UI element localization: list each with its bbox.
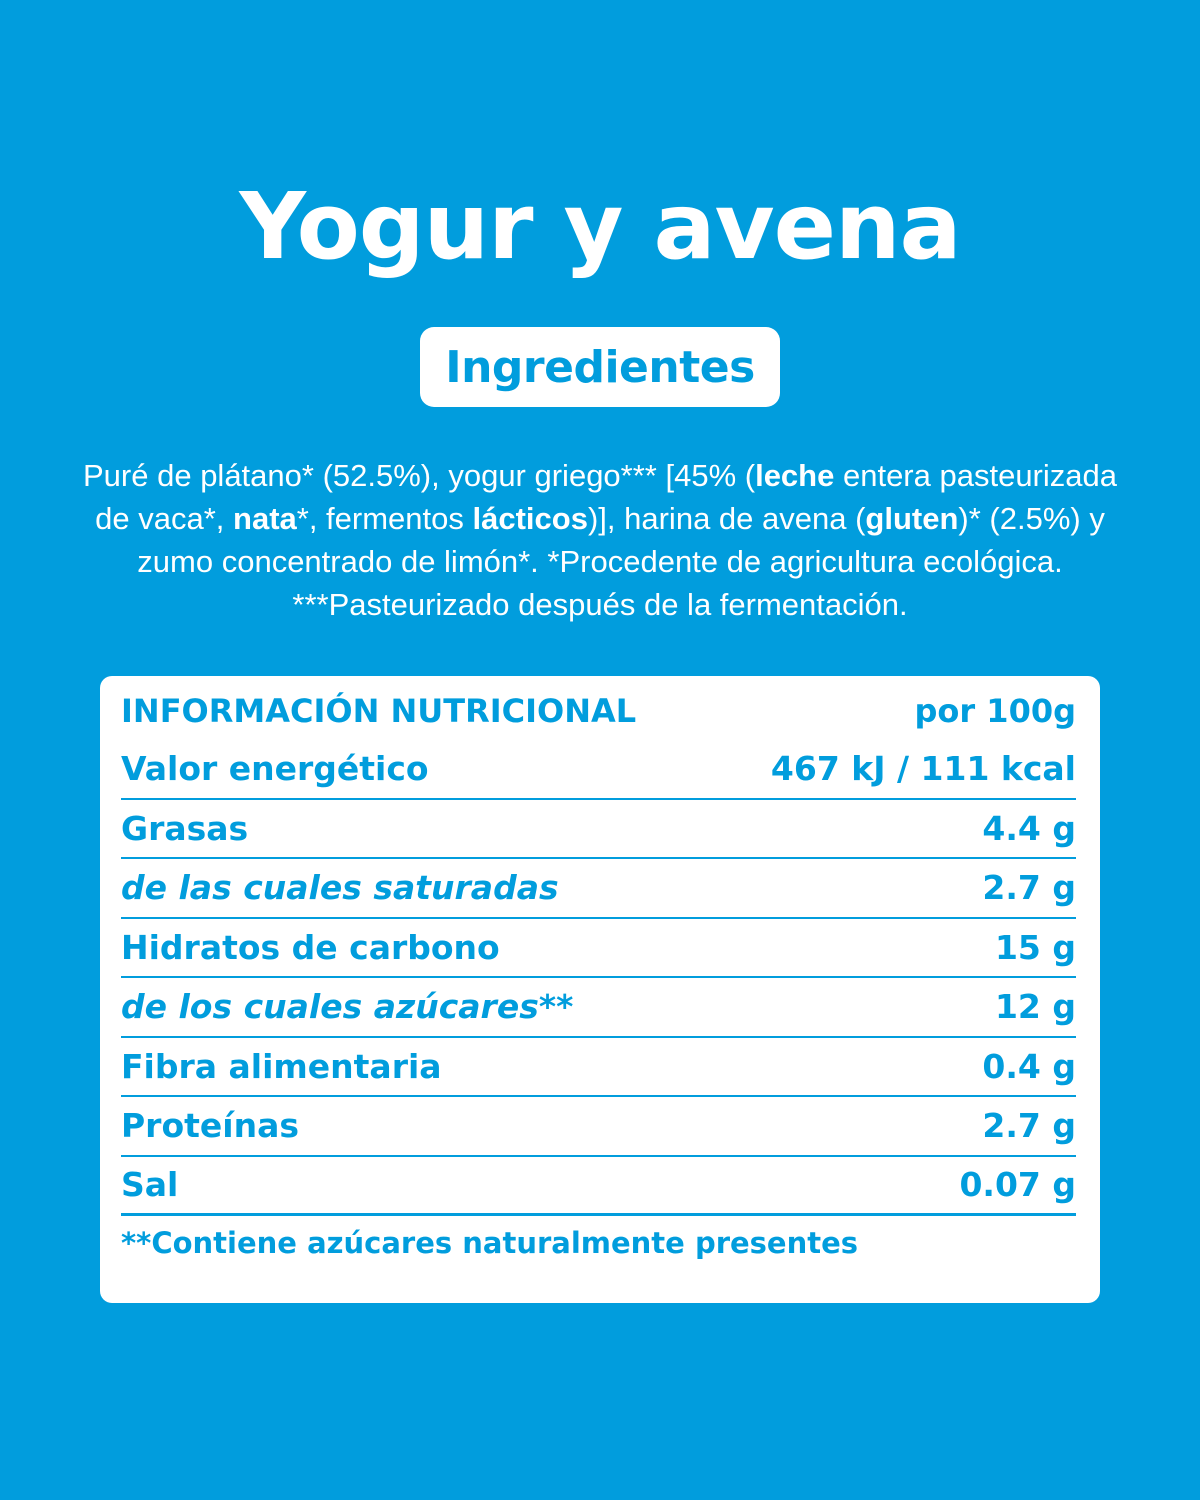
nutrient-value: 467 kJ / 111 kcal: [770, 749, 1076, 789]
nutrient-value: 4.4 g: [982, 808, 1076, 848]
nutrition-row: Hidratos de carbono 15 g: [121, 919, 1076, 978]
nutrient-value: 0.07 g: [959, 1165, 1076, 1205]
allergen-text: nata: [233, 501, 297, 536]
nutrient-value: 2.7 g: [982, 1106, 1076, 1146]
ingredients-badge-label: Ingredientes: [445, 341, 755, 393]
ingredients-segment: entera pasteurizada de vaca*,: [95, 458, 1117, 536]
nutrient-label: de los cuales azúcares**: [121, 987, 574, 1027]
nutrient-value: 0.4 g: [982, 1046, 1076, 1086]
allergen-text: gluten: [865, 501, 959, 536]
nutrient-label: Grasas: [121, 808, 249, 848]
ingredients-segment: )], harina de avena (: [587, 501, 866, 536]
nutrient-value: 15 g: [994, 927, 1076, 967]
allergen-text: lácticos: [472, 501, 588, 536]
nutrition-header: INFORMACIÓN NUTRICIONAL por 100g: [121, 682, 1076, 740]
nutrition-row: de las cuales saturadas 2.7 g: [121, 859, 1076, 919]
nutrition-footnote: **Contiene azúcares naturalmente present…: [121, 1226, 859, 1260]
nutrient-label: Sal: [121, 1165, 179, 1205]
nutrition-header-label: INFORMACIÓN NUTRICIONAL: [121, 692, 637, 730]
nutrient-label: de las cuales saturadas: [121, 868, 559, 908]
nutrition-row: Fibra alimentaria 0.4 g: [121, 1038, 1076, 1097]
nutrient-value: 12 g: [994, 987, 1076, 1027]
nutrition-row: de los cuales azúcares** 12 g: [121, 978, 1076, 1038]
ingredients-segment: )* (2.5%) y zumo concentrado de limón*. …: [137, 501, 1105, 622]
page-title: Yogur y avena: [239, 173, 961, 280]
nutrient-value: 2.7 g: [982, 868, 1076, 908]
ingredients-badge: Ingredientes: [420, 327, 780, 407]
nutrition-row: Sal 0.07 g: [121, 1157, 1076, 1216]
nutrition-row: Grasas 4.4 g: [121, 800, 1076, 859]
ingredients-segment: *, fermentos: [296, 501, 473, 536]
nutrient-label: Hidratos de carbono: [121, 927, 500, 967]
nutrient-label: Proteínas: [121, 1106, 300, 1146]
nutrition-header-unit: por 100g: [914, 692, 1076, 730]
allergen-text: leche: [755, 458, 835, 493]
nutrition-row: Valor energético 467 kJ / 111 kcal: [121, 740, 1076, 800]
nutrition-row: Proteínas 2.7 g: [121, 1097, 1076, 1157]
ingredients-text: Puré de plátano* (52.5%), yogur griego**…: [70, 454, 1130, 626]
nutrient-label: Valor energético: [121, 749, 429, 789]
nutrient-label: Fibra alimentaria: [121, 1046, 442, 1086]
nutrition-panel: INFORMACIÓN NUTRICIONAL por 100g Valor e…: [100, 676, 1100, 1303]
nutrition-rows: Valor energético 467 kJ / 111 kcal Grasas 4…: [121, 740, 1076, 1216]
ingredients-segment: Puré de plátano* (52.5%), yogur griego**…: [83, 458, 756, 493]
